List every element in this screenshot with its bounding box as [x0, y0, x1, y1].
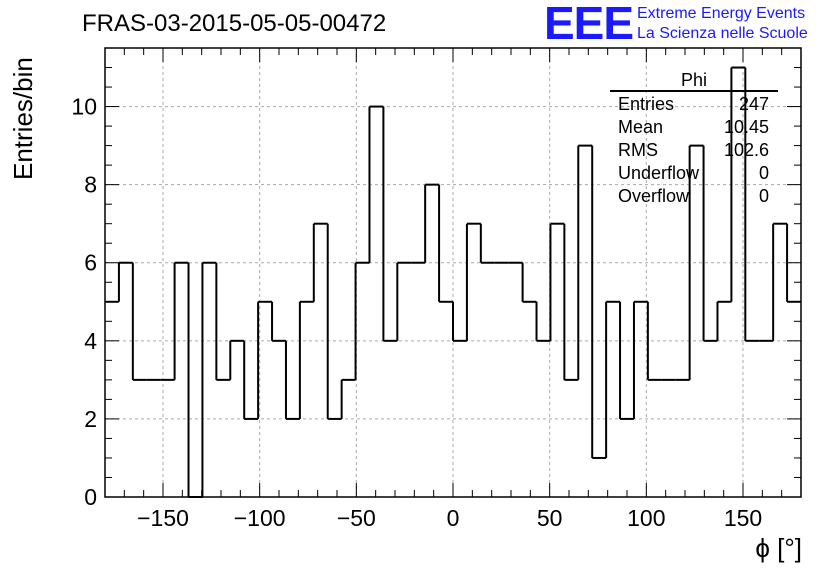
stats-label: Mean [618, 117, 663, 137]
stats-label: Overflow [618, 186, 690, 206]
y-tick-label: 4 [84, 328, 97, 354]
grid-lines [105, 48, 801, 497]
y-tick-label: 6 [84, 250, 97, 276]
axis-tick-labels: −150 −100 −50 0 50 100 150 0 2 4 6 8 10 [71, 94, 762, 531]
x-tick-label: −50 [337, 505, 376, 531]
stats-value: 0 [759, 186, 769, 206]
x-tick-label: −100 [234, 505, 286, 531]
y-tick-label: 2 [84, 406, 97, 432]
axis-ticks [104, 47, 802, 498]
y-axis-label: Entries/bin [8, 57, 38, 180]
eee-logo: EEE [544, 0, 634, 49]
x-tick-label: 0 [447, 505, 460, 531]
y-tick-label: 10 [71, 94, 97, 120]
stats-value: 0 [759, 163, 769, 183]
stats-label: RMS [618, 140, 658, 160]
logo-line-2: La Scienza nelle Scuole [637, 25, 808, 42]
stats-value: 10.45 [724, 117, 769, 137]
chart-title: FRAS-03-2015-05-05-00472 [82, 10, 387, 37]
y-tick-label: 0 [84, 484, 97, 510]
histogram-bins [105, 66, 801, 498]
stats-label: Entries [618, 94, 674, 114]
y-tick-label: 8 [84, 172, 97, 198]
x-tick-label: 100 [627, 505, 665, 531]
stats-box: Phi Entries 247 Mean 10.45 RMS 102.6 Underflow 0… [610, 70, 778, 206]
x-tick-label: −150 [137, 505, 189, 531]
x-tick-label: 50 [537, 505, 563, 531]
stats-value: 247 [739, 94, 769, 114]
stats-title: Phi [681, 70, 707, 90]
x-axis-label: ϕ [°] [755, 533, 802, 563]
stats-value: 102.6 [724, 140, 769, 160]
logo-line-1: Extreme Energy Events [637, 5, 806, 22]
x-tick-label: 150 [724, 505, 762, 531]
stats-label: Underflow [618, 163, 700, 183]
